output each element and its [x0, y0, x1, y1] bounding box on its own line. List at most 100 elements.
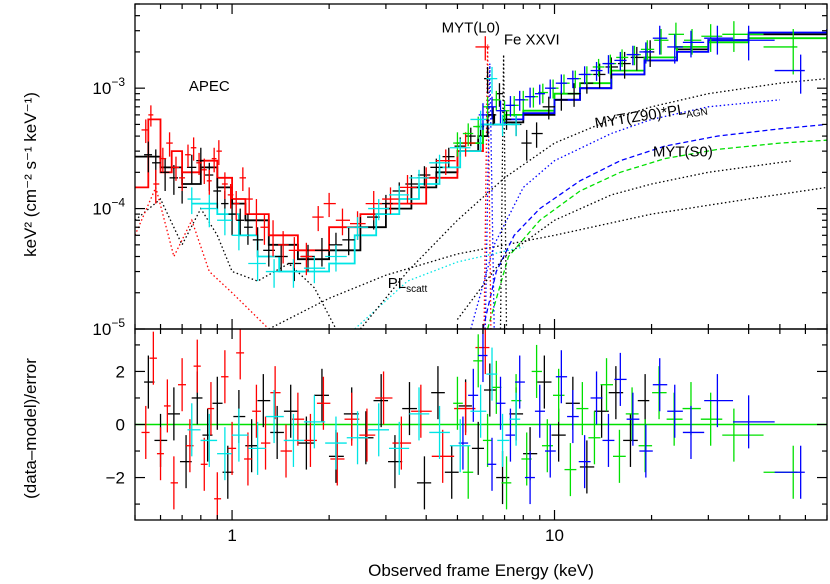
spectrum-point	[628, 45, 641, 66]
component-curve-11	[456, 160, 794, 320]
spectrum-point	[558, 74, 570, 94]
y-axis-title-residuals: (data–model)/error	[21, 358, 40, 499]
residual-point	[733, 395, 775, 449]
spectrum-point	[417, 166, 431, 186]
residual-point	[409, 387, 430, 441]
residual-point	[576, 382, 589, 436]
residual-point	[612, 429, 626, 483]
residual-point	[541, 419, 553, 473]
residual-point	[555, 350, 568, 404]
residual-point	[245, 419, 258, 473]
residual-point	[200, 437, 208, 491]
residual-point	[722, 408, 764, 462]
component-curve-8	[483, 44, 492, 329]
residual-point	[667, 384, 683, 438]
spectrum-point	[388, 185, 410, 207]
spectrum-point	[555, 90, 568, 111]
spectrum-point	[487, 96, 497, 120]
residual-point	[537, 355, 552, 409]
spectrum-point	[429, 154, 450, 173]
residual-point	[368, 403, 389, 457]
spectrum-point	[449, 138, 471, 159]
residual-point	[167, 387, 180, 441]
spectrum-point	[239, 167, 247, 191]
residual-point	[501, 456, 512, 510]
residual-point	[231, 408, 249, 462]
residual-point	[505, 408, 516, 462]
residual-point	[534, 384, 545, 438]
spectrum-point	[312, 206, 324, 232]
residual-point	[388, 421, 410, 475]
residual-point	[141, 405, 150, 459]
spectrum-point	[268, 220, 279, 257]
spectrum-point	[300, 242, 313, 276]
spectrum-point	[283, 259, 304, 288]
residual-point	[774, 445, 805, 499]
component-curve-6	[482, 123, 827, 329]
annotation-label: APEC	[189, 78, 230, 95]
spectrum-point	[274, 244, 288, 272]
residual-point	[228, 421, 237, 475]
component-curve-7	[486, 139, 827, 329]
residual-point	[588, 411, 601, 465]
residual-point	[473, 334, 483, 388]
axis-labels: 1 10 10−5 10−4 10−3 −2 0 2 Observed frame Energy…	[21, 75, 594, 580]
spectrum-point	[521, 129, 532, 161]
residual-point	[637, 374, 650, 428]
spectrum-point	[213, 177, 222, 209]
spectrum-point	[166, 132, 173, 157]
residual-point	[346, 411, 369, 465]
spectrum-point	[763, 28, 798, 75]
x-tick-label: 10	[545, 526, 564, 545]
annotation-label: PLscatt	[388, 275, 428, 295]
spectrum-point	[531, 122, 543, 148]
spectrum-point	[153, 169, 160, 204]
spectrum-point	[722, 21, 764, 52]
spectrum-point	[148, 105, 154, 127]
spectrum-point	[682, 30, 705, 58]
residual-point	[453, 376, 463, 430]
spectrum-point	[704, 25, 734, 55]
residual-point	[330, 432, 345, 486]
spectrum-point	[172, 156, 180, 181]
residual-point	[402, 382, 417, 436]
spectrum-point	[159, 147, 167, 173]
residual-point	[652, 358, 668, 412]
spectrum-point	[668, 22, 684, 50]
spectrum-point	[354, 217, 368, 240]
residual-point	[486, 347, 498, 401]
residual-point	[187, 403, 201, 457]
residual-point	[496, 376, 506, 430]
spectrum-point	[475, 36, 490, 61]
residual-point	[156, 427, 164, 481]
spectrum-point	[547, 79, 559, 99]
residual-point	[375, 371, 393, 425]
residual-point	[270, 366, 281, 420]
residual-point	[236, 329, 245, 380]
residual-point	[704, 374, 734, 428]
spectrum-point	[244, 214, 253, 245]
spectrum-point	[616, 49, 629, 67]
spectrum-point	[323, 192, 336, 218]
residual-point	[212, 376, 223, 430]
spectrum-point	[442, 147, 455, 168]
spectrum-point	[141, 119, 149, 144]
residual-y-tick-label: −2	[106, 469, 125, 488]
residual-point	[497, 413, 510, 467]
spectrum-point	[342, 227, 355, 256]
spectrum-point	[211, 147, 217, 173]
residual-point	[602, 413, 615, 467]
spectrum-point	[227, 184, 234, 209]
spectrum-point	[233, 190, 240, 221]
residual-point	[564, 443, 577, 497]
component-curve-10	[499, 54, 508, 329]
spectrum-point	[473, 116, 483, 139]
residual-point	[280, 424, 292, 478]
annotation-label: MYT(Z90)*PLAGN	[594, 98, 709, 135]
spectrum-point	[614, 51, 627, 71]
spectrum-point	[179, 167, 186, 191]
residual-point	[392, 416, 412, 470]
residual-point	[373, 374, 389, 428]
spectrum-point	[398, 175, 417, 204]
